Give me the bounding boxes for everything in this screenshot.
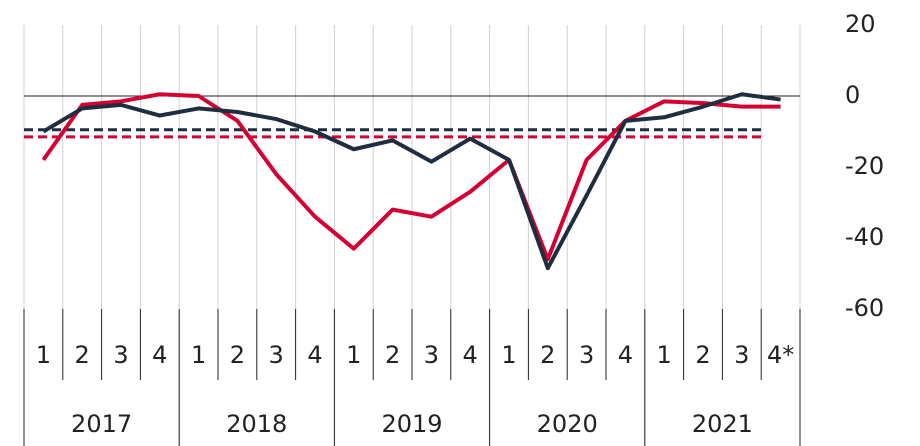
x-tick-label: 3 xyxy=(424,341,439,369)
year-label: 2017 xyxy=(71,410,132,438)
y-tick-label: -20 xyxy=(845,152,884,180)
x-tick-label: 1 xyxy=(191,341,206,369)
x-tick-label: 4 xyxy=(463,341,478,369)
series-line xyxy=(42,92,781,271)
year-label: 2021 xyxy=(692,410,753,438)
y-tick-label: 20 xyxy=(845,10,876,38)
x-tick-label: 3 xyxy=(579,341,594,369)
x-tick-label: 2 xyxy=(385,341,400,369)
x-tick-label: 3 xyxy=(113,341,128,369)
y-tick-label: -40 xyxy=(845,223,884,251)
x-tick-label: 2 xyxy=(75,341,90,369)
x-tick-label: 4* xyxy=(767,341,794,369)
series-line xyxy=(41,92,781,262)
x-tick-label: 3 xyxy=(734,341,749,369)
x-tick-label: 4 xyxy=(307,341,322,369)
x-tick-label: 1 xyxy=(501,341,516,369)
x-tick-label: 2 xyxy=(230,341,245,369)
x-tick-label: 2 xyxy=(695,341,710,369)
x-tick-label: 2 xyxy=(540,341,555,369)
x-tick-label: 4 xyxy=(618,341,633,369)
year-label: 2019 xyxy=(381,410,442,438)
y-tick-label: -60 xyxy=(845,294,884,322)
x-tick-label: 4 xyxy=(152,341,167,369)
x-tick-label: 1 xyxy=(657,341,672,369)
year-label: 2020 xyxy=(537,410,598,438)
x-tick-label: 3 xyxy=(269,341,284,369)
x-tick-label: 1 xyxy=(36,341,51,369)
year-label: 2018 xyxy=(226,410,287,438)
y-tick-label: 0 xyxy=(845,81,860,109)
x-tick-label: 1 xyxy=(346,341,361,369)
